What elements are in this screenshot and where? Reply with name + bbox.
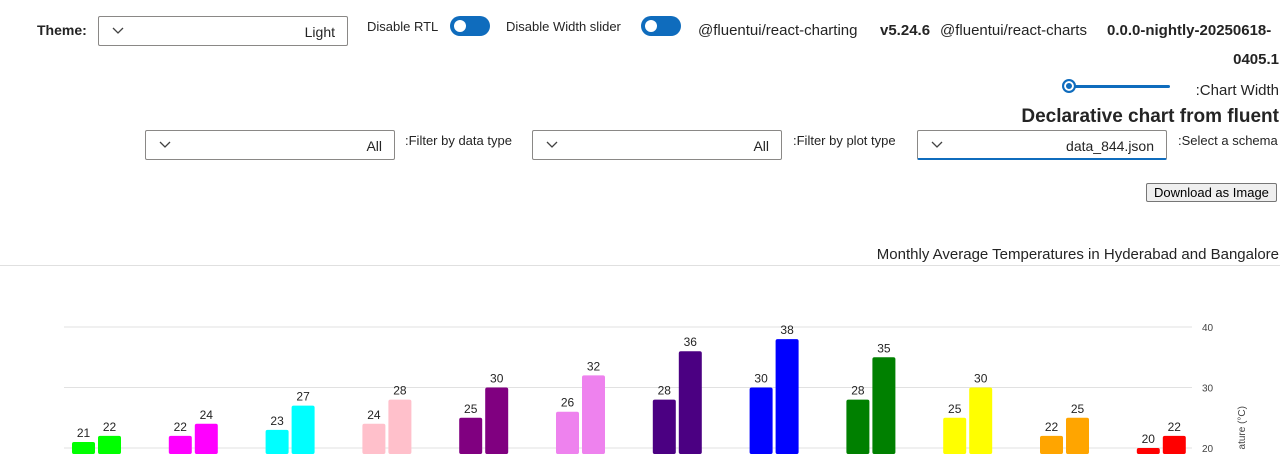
package-version-charts-line2: 0405.1	[1233, 51, 1279, 68]
data-label: 38	[780, 323, 794, 337]
bar	[72, 441, 95, 454]
bar	[459, 417, 483, 454]
data-label: 28	[658, 384, 672, 398]
data-type-dropdown[interactable]: All	[145, 130, 395, 160]
data-label: 22	[103, 420, 117, 434]
page-title: Declarative chart from fluent	[1021, 106, 1279, 127]
data-label: 28	[851, 384, 865, 398]
package-name-charts: @fluentui/react-charts	[940, 22, 1087, 39]
disable-rtl-toggle[interactable]	[450, 16, 490, 36]
bar	[749, 387, 773, 454]
y-tick-label: 40	[1202, 323, 1214, 334]
bar	[943, 417, 967, 454]
bar	[291, 405, 315, 454]
data-label: 22	[1168, 420, 1182, 434]
chart-width-slider[interactable]	[1062, 78, 1172, 94]
data-label: 28	[393, 384, 407, 398]
data-label: 25	[1071, 402, 1085, 416]
theme-dropdown[interactable]: Light	[98, 16, 348, 46]
bar	[485, 387, 509, 454]
data-label: 20	[1142, 432, 1156, 446]
data-label: 32	[587, 359, 601, 373]
bar	[678, 351, 702, 454]
data-label: 22	[1045, 420, 1059, 434]
slider-thumb[interactable]	[1062, 79, 1076, 93]
schema-value: data_844.json	[1066, 138, 1154, 154]
package-version-charting: v5.24.6	[880, 22, 931, 39]
toggle-knob	[454, 20, 466, 32]
bar	[652, 399, 676, 454]
data-label: 30	[490, 372, 504, 386]
chart-title: Monthly Average Temperatures in Hyderaba…	[876, 246, 1279, 263]
bar	[969, 387, 993, 454]
data-label: 24	[200, 408, 214, 422]
bar	[1136, 448, 1160, 454]
data-label: 27	[296, 390, 310, 404]
data-label: 21	[77, 426, 91, 440]
bar	[362, 423, 386, 454]
chevron-down-icon	[931, 141, 943, 148]
theme-label: Theme:	[37, 22, 87, 38]
plot-type-value: All	[753, 138, 769, 154]
data-label: 22	[174, 420, 188, 434]
bar	[194, 423, 218, 454]
disable-rtl-label: Disable RTL	[367, 19, 439, 34]
y-tick-label: 30	[1202, 384, 1214, 395]
bar	[388, 399, 412, 454]
bar	[846, 399, 870, 454]
bar	[582, 375, 605, 454]
y-tick-label: 20	[1202, 444, 1214, 454]
toggle-knob	[645, 20, 657, 32]
theme-value: Light	[304, 24, 335, 40]
package-name-charting: @fluentui/react-charting	[698, 22, 858, 39]
bar	[556, 411, 579, 454]
package-version-charts-line1: 0.0.0-nightly-20250618-	[1107, 22, 1272, 39]
chart-width-label: :Chart Width	[1195, 82, 1279, 99]
data-label: 30	[754, 372, 768, 386]
data-label: 23	[270, 414, 284, 428]
disable-width-slider-toggle[interactable]	[641, 16, 681, 36]
chevron-down-icon	[546, 141, 558, 148]
bar	[265, 429, 289, 454]
bar	[168, 435, 192, 454]
plot-type-label: :Filter by plot type	[793, 133, 896, 148]
data-label: 30	[974, 372, 988, 386]
data-label: 26	[561, 396, 575, 410]
data-type-label: :Filter by data type	[405, 133, 512, 148]
disable-width-slider-label: Disable Width slider	[506, 19, 621, 34]
chevron-down-icon	[159, 141, 171, 148]
bar	[775, 339, 799, 454]
y-axis-title: ature (°C)	[1237, 406, 1248, 449]
plot-type-dropdown[interactable]: All	[532, 130, 782, 160]
bar	[1066, 417, 1089, 454]
data-label: 25	[464, 402, 478, 416]
bar	[1162, 435, 1186, 454]
slider-track	[1068, 85, 1170, 88]
bar	[98, 435, 121, 454]
download-image-button[interactable]: Download as Image	[1146, 183, 1277, 202]
chevron-down-icon	[112, 27, 124, 34]
data-label: 35	[877, 341, 891, 355]
chart-divider	[0, 265, 1280, 266]
data-label: 24	[367, 408, 381, 422]
data-type-value: All	[366, 138, 382, 154]
schema-label: :Select a schema	[1178, 133, 1278, 148]
bar	[872, 357, 896, 454]
data-label: 25	[948, 402, 962, 416]
data-label: 36	[684, 335, 698, 349]
bar	[1040, 435, 1063, 454]
bar-chart: 20 30 40 21 22 22 24 23 27 24 28 25 30 26 32 28 36 30 38 28…	[64, 323, 1248, 454]
schema-dropdown[interactable]: data_844.json	[917, 130, 1167, 160]
